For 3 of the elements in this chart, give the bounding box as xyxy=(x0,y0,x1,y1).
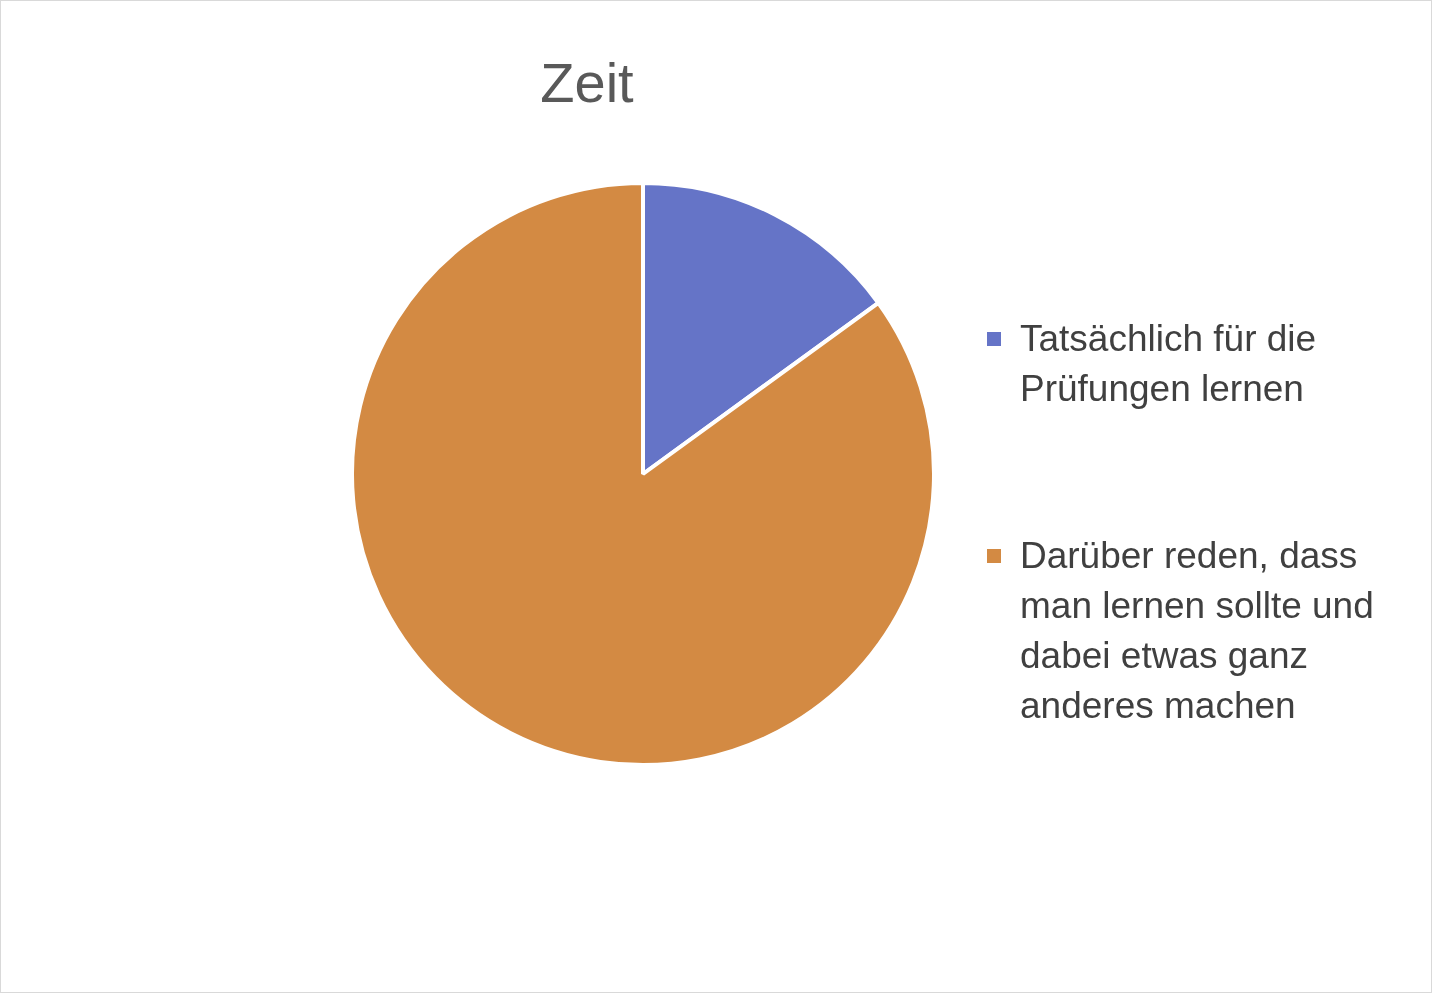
chart-title: Zeit xyxy=(539,50,635,116)
legend-label: Tatsächlich für die Prüfungen lernen xyxy=(1020,317,1318,411)
legend-label: Darüber reden, dass man lernen sollte und dabei etwas ganz anderes machen xyxy=(1020,534,1375,728)
